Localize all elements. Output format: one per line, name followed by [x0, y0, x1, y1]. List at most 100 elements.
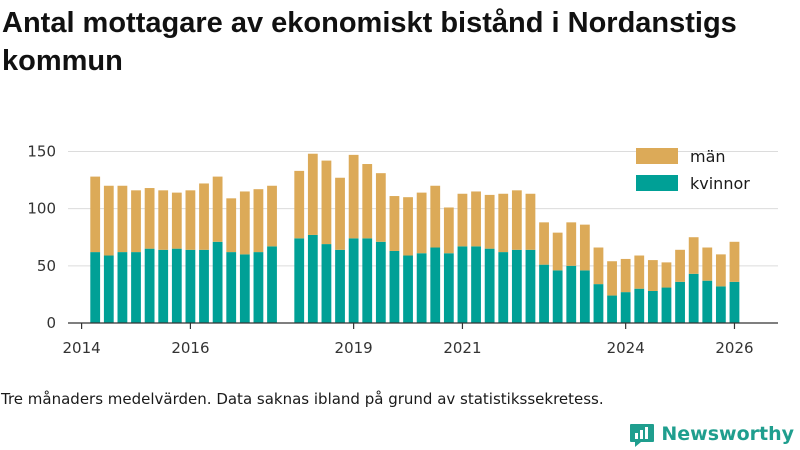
bar-män — [688, 237, 699, 274]
brand-name: Newsworthy — [661, 423, 794, 445]
bar-män — [131, 190, 141, 253]
bar-män — [702, 247, 713, 281]
bar-män — [239, 191, 250, 255]
bar-kvinnor — [729, 281, 740, 323]
bar-kvinnor — [539, 264, 549, 323]
bar-kvinnor — [457, 246, 468, 323]
bar-män — [307, 153, 318, 235]
bar-kvinnor — [321, 244, 332, 323]
bar-män — [226, 198, 237, 253]
bar-kvinnor — [171, 248, 182, 323]
bar-kvinnor — [253, 252, 264, 323]
bar-kvinnor — [185, 249, 196, 323]
y-tick-label: 150 — [27, 142, 56, 160]
bar-män — [457, 193, 468, 247]
bar-kvinnor — [715, 286, 726, 323]
bar-kvinnor — [525, 249, 536, 323]
legend-swatch-män — [636, 148, 678, 164]
bar-kvinnor — [620, 292, 631, 323]
y-tick-label: 50 — [37, 257, 56, 275]
bar-kvinnor — [267, 246, 277, 323]
bar-män — [144, 188, 155, 249]
bar-män — [511, 190, 522, 250]
bar-män — [607, 261, 617, 296]
bar-kvinnor — [158, 249, 169, 323]
bar-kvinnor — [471, 246, 481, 323]
bar-kvinnor — [307, 234, 318, 323]
bar-män — [661, 262, 672, 288]
legend: män kvinnor — [636, 147, 750, 193]
bar-kvinnor — [498, 252, 509, 323]
x-tick-label: 2024 — [607, 339, 645, 357]
chart-title: Antal mottagare av ekonomiskt bistånd i … — [2, 7, 737, 77]
legend-label: kvinnor — [690, 174, 750, 193]
bar-kvinnor — [675, 281, 685, 323]
bar-chart-speech-bubble-icon — [630, 424, 655, 447]
footnote: Tre månaders medelvärden. Data saknas ib… — [1, 390, 604, 408]
bar-kvinnor — [131, 252, 141, 323]
bar-män — [158, 190, 169, 250]
bar-män — [389, 196, 400, 251]
bar-män — [430, 185, 441, 248]
bar-män — [675, 249, 685, 282]
bar-män — [362, 164, 373, 239]
bar-kvinnor — [647, 290, 658, 323]
bar-män — [199, 183, 209, 250]
bar-män — [321, 160, 332, 245]
bar-kvinnor — [144, 248, 155, 323]
y-tick-label: 0 — [46, 314, 56, 332]
bar-män — [335, 177, 345, 250]
bar-kvinnor — [579, 270, 590, 323]
bar-män — [715, 254, 726, 287]
bar-kvinnor — [348, 238, 359, 323]
x-tick-label: 2019 — [335, 339, 373, 357]
bar-kvinnor — [702, 280, 713, 323]
bar-män — [443, 207, 454, 254]
bar-kvinnor — [484, 248, 495, 323]
x-tick-label: 2014 — [63, 339, 101, 357]
x-tick-label: 2026 — [715, 339, 753, 357]
bar-kvinnor — [226, 252, 237, 323]
bar-män — [593, 247, 604, 285]
bar-kvinnor — [430, 247, 441, 323]
bar-män — [579, 224, 590, 271]
bar-kvinnor — [239, 254, 250, 323]
bar-män — [620, 258, 631, 293]
bar-män — [484, 194, 495, 249]
axes: 0 50 100 150 2014 2016 2019 2021 2024 2026 — [27, 142, 778, 357]
bar-kvinnor — [294, 238, 305, 323]
bar-män — [647, 260, 658, 291]
bar-män — [729, 241, 740, 282]
bar-kvinnor — [607, 295, 617, 323]
x-tick-label: 2016 — [171, 339, 209, 357]
bar-män — [566, 222, 577, 266]
bar-män — [471, 191, 481, 247]
bar-kvinnor — [335, 249, 345, 323]
bar-group — [90, 153, 740, 323]
bar-män — [634, 255, 645, 289]
bar-män — [416, 192, 427, 254]
y-tick-label: 100 — [27, 200, 56, 218]
bar-män — [348, 154, 359, 239]
bar-kvinnor — [566, 265, 577, 323]
bar-män — [90, 176, 101, 253]
bar-män — [253, 189, 264, 253]
bar-kvinnor — [389, 250, 400, 323]
bar-män — [103, 185, 114, 256]
brand-logo[interactable]: Newsworthy — [629, 420, 794, 448]
bar-kvinnor — [443, 253, 454, 323]
bar-kvinnor — [688, 273, 699, 323]
bar-kvinnor — [634, 288, 645, 323]
bar-män — [498, 193, 509, 253]
bar-kvinnor — [362, 238, 373, 323]
legend-label: män — [690, 147, 726, 166]
bar-män — [294, 170, 305, 239]
x-tick-label: 2021 — [443, 339, 481, 357]
bar-kvinnor — [416, 253, 427, 323]
bar-män — [552, 232, 563, 271]
bar-män — [117, 185, 128, 253]
bar-kvinnor — [593, 284, 604, 323]
bar-kvinnor — [375, 241, 386, 323]
bar-kvinnor — [103, 255, 114, 323]
bar-män — [539, 222, 549, 265]
